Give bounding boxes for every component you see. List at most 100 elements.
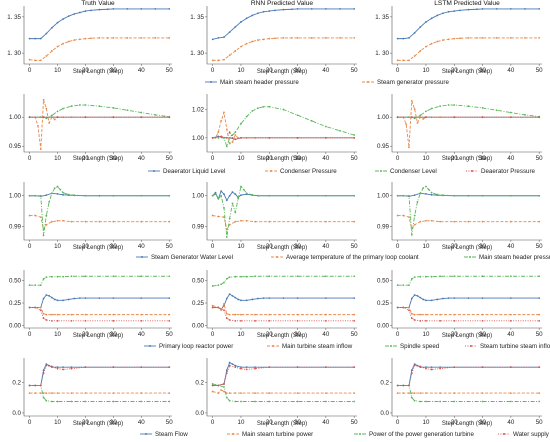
data-point <box>324 37 327 39</box>
data-point <box>245 299 248 302</box>
data-point <box>34 284 37 287</box>
data-point <box>467 297 470 300</box>
data-point <box>34 214 37 217</box>
legend: Main steam header pressure Steam generato… <box>205 79 449 86</box>
data-point <box>324 125 327 128</box>
data-point <box>240 136 242 139</box>
legend-item: Condenser Pressure <box>265 168 337 175</box>
data-point <box>112 275 115 278</box>
series-line <box>397 275 540 286</box>
data-point <box>56 219 59 222</box>
legend-marker <box>390 345 392 347</box>
data-point <box>245 42 248 45</box>
x-tick-label: 40 <box>322 331 329 338</box>
data-point <box>353 297 356 300</box>
legend-marker <box>210 81 212 83</box>
data-point <box>245 368 248 371</box>
data-point <box>84 319 87 322</box>
data-point <box>39 148 42 151</box>
data-point <box>353 7 356 10</box>
chart-row-3: 0 10 20 30 40 50 0.99 1.00 Step Length (Step) 0 10… <box>9 182 550 261</box>
legend-marker <box>270 170 272 172</box>
data-point <box>410 100 413 102</box>
x-tick-label: 50 <box>536 419 543 426</box>
series-line <box>212 307 355 322</box>
legend: Primary loop reactor power Main turbine s… <box>144 343 550 350</box>
data-point <box>240 275 242 278</box>
data-point <box>98 220 101 223</box>
x-tick-label: 20 <box>266 419 273 426</box>
data-point <box>430 275 433 278</box>
data-point <box>353 134 356 136</box>
data-point <box>223 281 225 284</box>
data-point <box>422 118 425 120</box>
y-tick-label: 0.25 <box>377 300 390 307</box>
data-point <box>396 214 399 217</box>
data-point <box>430 191 433 194</box>
legend-label: Main steam header pressure <box>220 79 299 86</box>
data-point <box>353 136 356 139</box>
data-point <box>28 37 31 40</box>
data-point <box>419 114 422 117</box>
data-point <box>251 14 254 17</box>
legend-marker <box>272 345 274 347</box>
data-point <box>268 37 271 40</box>
x-tick-label: 20 <box>82 155 89 162</box>
data-point <box>78 38 81 41</box>
axis-frame <box>23 270 172 329</box>
data-point <box>62 366 64 369</box>
data-point <box>396 37 399 40</box>
data-point <box>78 297 81 300</box>
data-point <box>211 304 214 307</box>
y-tick-label: 0.2 <box>12 379 21 386</box>
y-tick-label: 0.25 <box>192 300 205 307</box>
data-point <box>268 366 271 369</box>
data-point <box>439 367 442 370</box>
data-point <box>413 55 416 57</box>
legend-item: Steam Flow <box>140 431 188 438</box>
data-point <box>225 369 228 372</box>
data-point <box>225 128 228 131</box>
x-tick-label: 20 <box>266 67 273 74</box>
legend: Steam Generator Water Level Average tempe… <box>136 254 550 261</box>
data-point <box>353 194 356 197</box>
axis-frame <box>23 6 172 65</box>
y-tick-label: 0.50 <box>192 278 205 285</box>
data-point <box>42 278 45 280</box>
data-point <box>56 193 59 195</box>
data-point <box>220 309 223 312</box>
y-tick-label: 1.00 <box>9 193 22 200</box>
data-point <box>419 50 422 52</box>
data-point <box>223 303 225 305</box>
data-point <box>234 392 237 395</box>
axis-frame <box>23 182 172 241</box>
legend-label: Steam Flow <box>155 431 188 438</box>
data-point <box>427 188 430 191</box>
series-line <box>212 389 355 394</box>
data-point <box>217 59 220 62</box>
data-point <box>291 8 293 11</box>
data-point <box>51 296 53 299</box>
series-line <box>397 100 540 148</box>
data-point <box>481 194 484 197</box>
legend-label: Primary loop reactor power <box>159 343 233 350</box>
data-point <box>324 313 327 316</box>
data-point <box>34 306 37 309</box>
data-point <box>509 366 512 369</box>
x-tick-label: 40 <box>507 419 514 426</box>
y-tick-label: 0.2 <box>195 379 204 386</box>
x-axis-label: Step Length (Step) <box>73 421 123 427</box>
data-point <box>296 114 299 117</box>
data-point <box>112 37 115 39</box>
data-point <box>42 317 45 320</box>
series-line <box>212 365 355 386</box>
data-point <box>51 313 53 316</box>
data-point <box>220 389 223 391</box>
data-point <box>154 7 157 10</box>
data-point <box>39 116 42 119</box>
x-tick-label: 30 <box>110 243 117 250</box>
legend-marker <box>141 256 143 258</box>
series-line <box>397 365 540 386</box>
data-point <box>225 317 228 320</box>
